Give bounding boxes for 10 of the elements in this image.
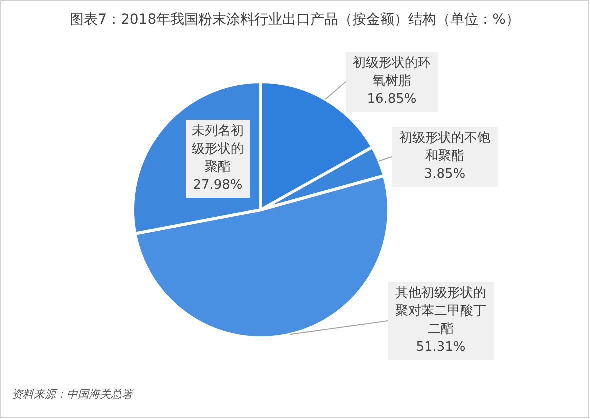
text: 资料来源：中国海关总署 [12,388,134,401]
data-label: 51.31% [415,339,467,357]
data-label: 3.85% [423,166,467,184]
data-label: 27.98% [192,177,244,195]
slice-label: 其他初级形状的聚对苯二甲酸丁二酯 [394,285,488,339]
slice-label: 初级形状的不饱和聚酯 [398,130,492,166]
data-label: 16.85% [366,91,418,109]
chart-title: 图表7：2018年我国粉末涂料行业出口产品（按金额）结构（单位：%） [70,12,520,28]
slice-label: 初级形状的环氧树脂 [352,55,432,91]
slice-label: 未列名初级形状的聚酯 [191,123,245,177]
